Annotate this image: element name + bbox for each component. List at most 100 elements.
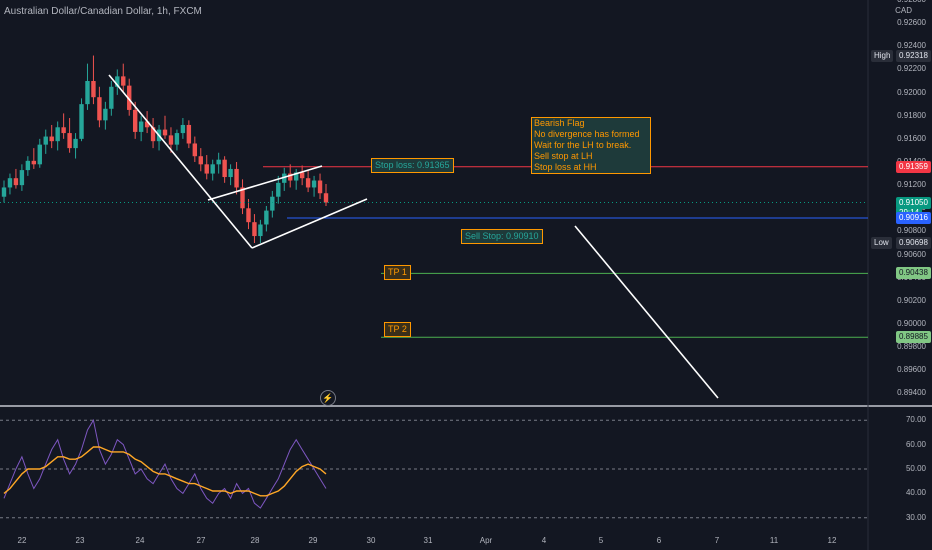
candle-body <box>127 85 132 110</box>
idea-line-2: No divergence has formed <box>534 129 640 139</box>
candle-body <box>240 187 245 209</box>
candle-body <box>252 222 257 237</box>
x-tick-label: 28 <box>250 536 260 545</box>
y-tick-label: 0.89400 <box>897 388 926 398</box>
y-tick-label: 0.92800 <box>897 0 926 4</box>
candle-body <box>174 133 180 145</box>
y-tick-label: 0.91600 <box>897 133 926 143</box>
idea-line-1: Bearish Flag <box>534 118 585 128</box>
high-label: High <box>871 49 894 62</box>
projection-line <box>574 225 719 399</box>
flag-upper-line <box>207 165 323 201</box>
candle-body <box>55 127 60 142</box>
tp2-note[interactable]: TP 2 <box>384 322 411 337</box>
candle-body <box>288 173 293 181</box>
candle-body <box>317 180 323 194</box>
candle-body <box>7 178 13 188</box>
rsi-tick-label: 70.00 <box>905 415 926 425</box>
candle-body <box>25 160 31 171</box>
x-tick-label: 7 <box>714 536 720 545</box>
candle-body <box>61 127 66 134</box>
candle-body <box>31 160 37 165</box>
candle-body <box>109 86 114 109</box>
candle-body <box>198 156 203 165</box>
y-tick-label: 0.90600 <box>897 249 926 259</box>
candle-body <box>264 210 269 225</box>
candle-body <box>222 159 227 178</box>
candle-body <box>13 178 19 186</box>
pole-line <box>108 74 253 249</box>
x-tick-label: 31 <box>423 536 433 545</box>
candle-body <box>1 187 7 197</box>
y-tick-label: 0.91200 <box>897 180 926 190</box>
y-tick-label: 0.89800 <box>897 342 926 352</box>
bolt-icon[interactable]: ⚡ <box>320 390 336 406</box>
stop-price-tag: 0.91359 <box>896 160 931 173</box>
candle-body <box>85 81 90 105</box>
candle-body <box>73 138 78 149</box>
currency-label: CAD <box>895 6 912 15</box>
candle-body <box>49 136 54 142</box>
candle-body <box>91 81 96 98</box>
x-tick-label: 29 <box>308 536 318 545</box>
y-tick-label: 0.90200 <box>897 295 926 305</box>
x-tick-label: Apr <box>479 536 493 545</box>
rsi-tick-label: 50.00 <box>905 464 926 473</box>
candle-body <box>115 76 120 87</box>
y-tick-label: 0.92400 <box>897 41 926 51</box>
idea-line-4: Sell stop at LH <box>534 151 593 161</box>
stop-loss-note[interactable]: Stop loss: 0.91365 <box>371 158 454 173</box>
candle-body <box>276 182 281 197</box>
rsi-tick-label: 30.00 <box>905 512 926 522</box>
sell-stop-note[interactable]: Sell Stop: 0.90910 <box>461 229 543 244</box>
y-tick-label: 0.92600 <box>897 18 926 28</box>
x-tick-label: 4 <box>541 536 547 545</box>
candle-body <box>234 168 239 188</box>
x-tick-label: 6 <box>656 536 662 545</box>
sell-stop-price-tag: 0.90916 <box>896 212 931 224</box>
x-tick-label: 22 <box>17 536 27 545</box>
x-tick-label: 12 <box>827 536 837 545</box>
candle-body <box>299 172 305 179</box>
y-tick-label: 0.92000 <box>897 87 926 97</box>
idea-note-box[interactable] <box>531 117 651 174</box>
candle-body <box>311 180 317 188</box>
y-tick-label: 0.91800 <box>897 110 926 120</box>
candle-body <box>228 168 233 178</box>
candle-body <box>67 133 72 149</box>
candle-body <box>168 135 174 145</box>
candle-body <box>19 170 25 186</box>
candle-body <box>138 121 144 132</box>
candle-body <box>103 108 108 121</box>
x-tick-label: 5 <box>598 536 604 545</box>
tp1-note[interactable]: TP 1 <box>384 265 411 280</box>
candle-body <box>204 164 209 174</box>
y-tick-label: 0.92200 <box>897 64 926 74</box>
candle-body <box>79 104 84 139</box>
y-tick-label: 0.90800 <box>897 226 926 236</box>
candle-body <box>150 127 156 142</box>
candle-body <box>162 129 168 136</box>
idea-line-3: Wait for the LH to break. <box>534 140 632 150</box>
y-tick-label: 0.89600 <box>897 365 926 375</box>
low-price-tag: 0.90698 <box>896 237 931 250</box>
x-tick-label: 23 <box>75 536 85 545</box>
x-tick-label: 30 <box>366 536 376 545</box>
idea-line-5: Stop loss at HH <box>534 162 597 172</box>
candle-body <box>216 159 221 165</box>
y-tick-label: 0.90000 <box>897 319 926 328</box>
candle-body <box>258 224 263 237</box>
low-label: Low <box>871 237 892 250</box>
candle-body <box>293 172 299 181</box>
flag-lower-line <box>251 198 368 249</box>
candle-body <box>282 173 287 183</box>
candle-body <box>144 121 150 128</box>
x-tick-label: 24 <box>135 536 145 545</box>
high-price-tag: 0.92318 <box>896 49 931 62</box>
rsi-tick-label: 40.00 <box>905 488 926 498</box>
x-tick-label: 27 <box>196 536 206 545</box>
candle-body <box>132 109 138 132</box>
rsi-series-line <box>3 446 327 497</box>
